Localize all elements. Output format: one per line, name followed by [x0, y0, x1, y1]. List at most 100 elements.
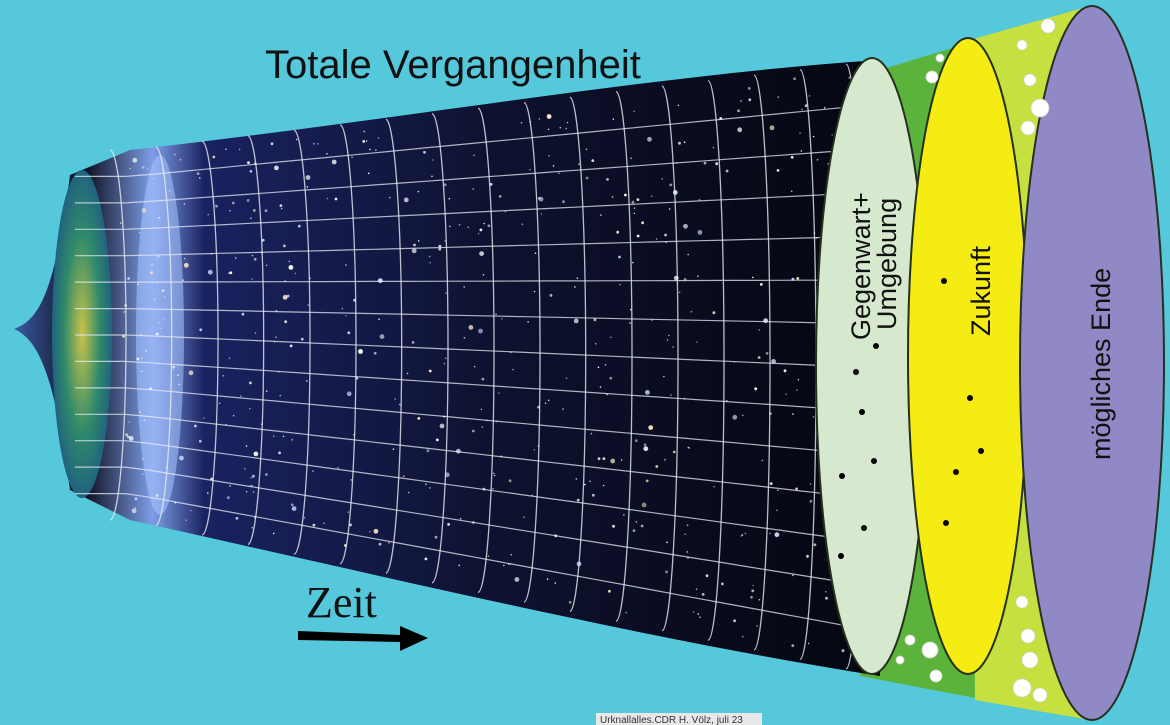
galaxy-dot [552, 165, 555, 167]
galaxy-dot [156, 258, 159, 261]
galaxy-dot [549, 294, 553, 297]
galaxy-dot [432, 159, 434, 161]
galaxy-dot [633, 110, 635, 113]
bubbles [895, 18, 1056, 703]
galaxy-dot [701, 593, 705, 596]
grid-line [75, 413, 876, 500]
galaxy-dot [294, 272, 297, 275]
galaxy-dot [249, 407, 251, 410]
galaxy-dot [378, 318, 380, 321]
bubble [925, 70, 939, 84]
galaxy-dot [127, 277, 130, 280]
galaxy-dot [417, 417, 421, 420]
galaxy-dot [529, 169, 531, 171]
galaxy-dot [777, 96, 779, 98]
galaxy-dot [443, 362, 446, 365]
galaxy-dot [666, 541, 668, 544]
galaxy-dot [408, 491, 410, 494]
galaxy-dot [492, 487, 494, 490]
grid-line [75, 466, 876, 588]
galaxy-dot [367, 172, 370, 175]
galaxy-dot [751, 589, 755, 593]
galaxy-dot [326, 197, 329, 200]
galaxy-dot [737, 109, 740, 113]
galaxy-dot [801, 108, 803, 111]
galaxy-dot [351, 156, 353, 158]
galaxy-dot [593, 318, 597, 322]
galaxy-dot [591, 159, 595, 163]
galaxy-dot [190, 509, 192, 512]
galaxy-dot [406, 372, 409, 375]
galaxy-dot [235, 516, 239, 520]
galaxy-dot [417, 240, 420, 242]
galaxy-dot [151, 263, 153, 266]
galaxy-dot [341, 307, 344, 310]
galaxy-dot [196, 172, 200, 176]
galaxy-dot [251, 527, 253, 529]
galaxy-dot [331, 159, 337, 165]
galaxy-dot [140, 357, 143, 360]
bubble [1030, 98, 1050, 118]
galaxy-dot [831, 134, 833, 136]
galaxy-dot [323, 522, 325, 524]
credit-text: Urknallalles.CDR H. Völz, juli 23 [600, 715, 743, 725]
galaxy-dot [295, 138, 298, 141]
galaxy-dot [514, 577, 520, 582]
galaxy-dot [641, 221, 644, 225]
galaxy-dot [194, 424, 197, 428]
galaxy-dot [423, 150, 426, 154]
galaxy-dot [812, 416, 815, 418]
galaxy-dot [823, 106, 826, 109]
galaxy-dot [559, 126, 562, 129]
galaxy-dot [435, 438, 439, 442]
galaxy-dot [251, 484, 253, 487]
galaxy-dot [305, 175, 311, 180]
galaxy-dot [690, 311, 693, 313]
galaxy-dot [347, 331, 351, 335]
galaxy-dot [241, 312, 245, 316]
galaxy-dot [288, 260, 291, 263]
galaxy-dot [265, 390, 268, 393]
galaxy-dot [438, 244, 442, 248]
galaxy-dot [799, 132, 801, 134]
galaxy-dot [447, 523, 450, 526]
galaxy-dot [712, 311, 716, 315]
galaxy-dot [741, 534, 744, 536]
galaxy-dot [238, 148, 241, 151]
event-dot [853, 369, 859, 375]
galaxy-dot [732, 414, 738, 420]
galaxy-dot [594, 343, 597, 345]
galaxy-dot [273, 435, 275, 438]
bubble [904, 634, 916, 646]
galaxy-dot [141, 370, 143, 373]
galaxy-dot [566, 121, 569, 124]
galaxy-dot [288, 265, 294, 270]
galaxy-dot [478, 328, 483, 334]
galaxy-dot [742, 414, 744, 417]
galaxy-dot [253, 257, 257, 261]
credit-box [596, 713, 762, 725]
galaxy-dot [245, 490, 248, 493]
galaxy-dot [483, 222, 486, 225]
galaxy-dot [479, 251, 484, 256]
galaxy-dot [141, 457, 144, 460]
galaxy-dot [619, 283, 621, 286]
galaxy-dot [785, 393, 787, 395]
grid-line [247, 135, 265, 546]
galaxy-dot [132, 157, 138, 163]
galaxy-dot [759, 283, 763, 286]
galaxy-dot [345, 264, 347, 266]
galaxy-dot [481, 426, 484, 428]
galaxy-dot [434, 535, 438, 539]
galaxy-dot [306, 186, 309, 188]
galaxy-dot [246, 199, 250, 202]
galaxy-dot [769, 532, 771, 535]
galaxy-dot [203, 417, 205, 419]
galaxy-dot [827, 162, 829, 165]
galaxy-dot [807, 642, 810, 645]
galaxy-dot [134, 507, 137, 509]
galaxy-dot [712, 146, 715, 149]
galaxy-dot [140, 333, 143, 336]
galaxy-dot [274, 165, 279, 171]
time-label: Zeit [306, 578, 377, 627]
